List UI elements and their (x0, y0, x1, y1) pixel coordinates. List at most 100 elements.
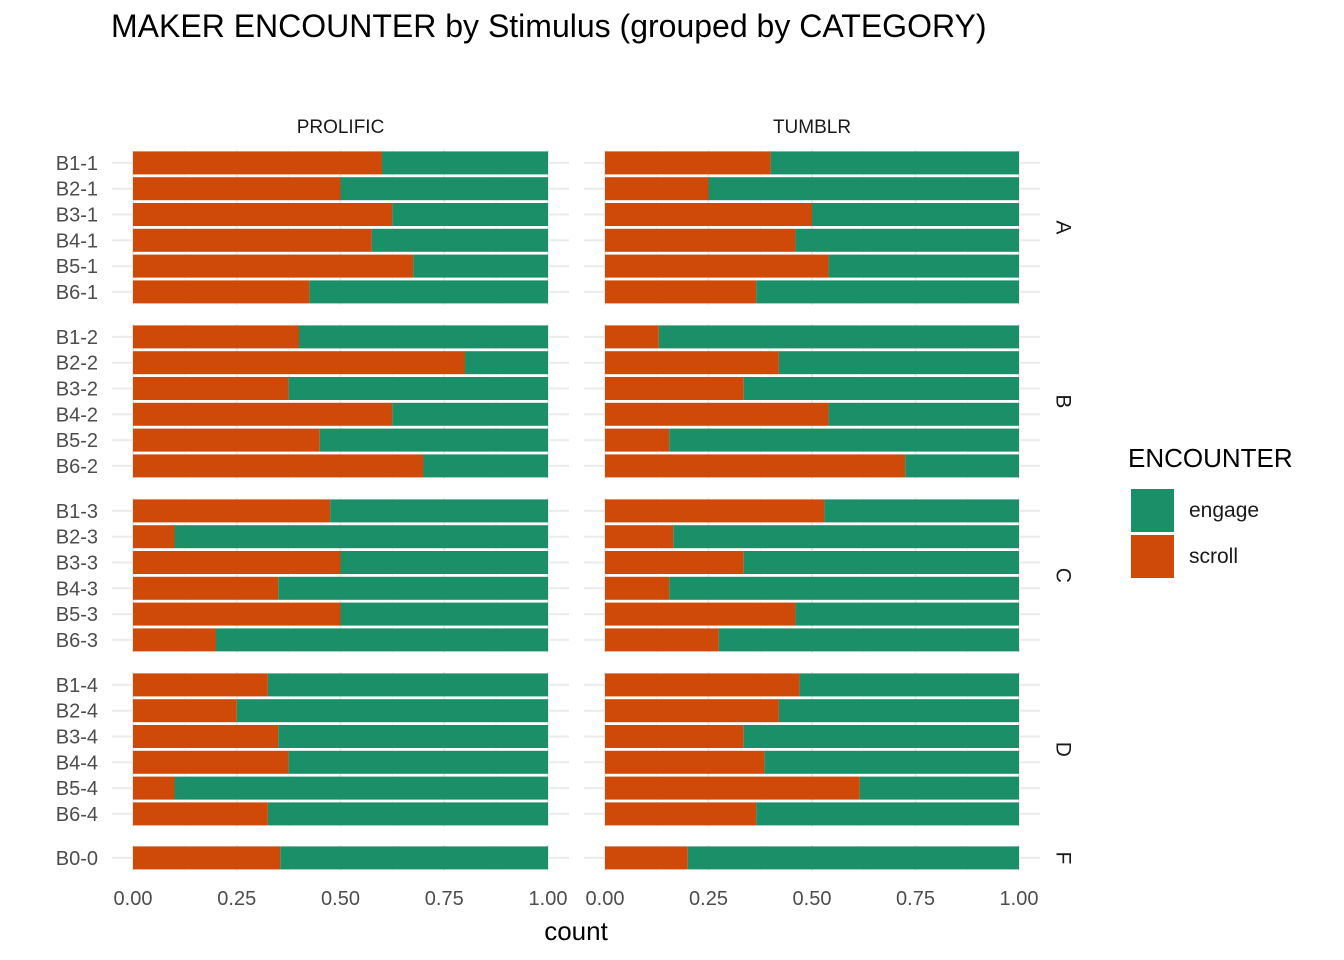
bar-scroll-prolific-b4-2 (133, 402, 393, 426)
chart-title: MAKER ENCOUNTER by Stimulus (grouped by … (111, 8, 987, 44)
category-label-b4-2: B4-2 (56, 404, 98, 426)
bar-engage-tumblr-b2-2 (778, 351, 1019, 375)
bar-scroll-prolific-b3-4 (133, 725, 279, 748)
x-tick-label: 0.50 (793, 888, 832, 910)
bar-engage-tumblr-b1-3 (824, 499, 1019, 523)
facet-label-f: F (1051, 851, 1074, 864)
bar-engage-tumblr-b6-2 (905, 454, 1019, 478)
bar-scroll-tumblr-b2-3 (605, 525, 674, 549)
bar-engage-tumblr-b1-2 (658, 325, 1019, 349)
bar-engage-prolific-b6-1 (309, 280, 548, 304)
bar-engage-tumblr-b0-0 (687, 846, 1019, 870)
bar-engage-tumblr-b4-1 (795, 228, 1019, 252)
bar-engage-prolific-b3-2 (288, 377, 548, 400)
bar-scroll-prolific-b3-3 (133, 551, 341, 574)
bar-scroll-tumblr-b4-1 (605, 228, 796, 252)
category-label-b1-4: B1-4 (56, 675, 98, 697)
legend-swatch-scroll (1131, 535, 1174, 578)
legend-swatch-engage (1131, 489, 1174, 532)
x-tick-label: 1.00 (529, 888, 568, 910)
bar-engage-prolific-b5-2 (319, 428, 548, 452)
x-tick-label: 0.75 (896, 888, 935, 910)
bar-scroll-tumblr-b2-2 (605, 351, 779, 375)
bar-scroll-tumblr-b4-3 (605, 576, 670, 600)
bar-scroll-prolific-b0-0 (133, 846, 281, 870)
legend-label-engage: engage (1189, 499, 1260, 522)
bar-engage-prolific-b4-2 (392, 402, 548, 426)
facet-label-d: D (1051, 742, 1074, 757)
bar-scroll-prolific-b2-2 (133, 351, 465, 375)
bar-scroll-tumblr-b1-4 (605, 673, 800, 697)
category-label-b3-1: B3-1 (56, 205, 98, 227)
bar-scroll-prolific-b6-1 (133, 280, 310, 304)
bar-scroll-prolific-b1-3 (133, 499, 331, 523)
bar-engage-tumblr-b6-3 (718, 628, 1019, 652)
bar-engage-tumblr-b4-3 (669, 576, 1019, 600)
bar-scroll-tumblr-b6-2 (605, 454, 906, 478)
bar-engage-tumblr-b4-2 (828, 402, 1019, 426)
bar-engage-tumblr-b5-4 (859, 776, 1019, 800)
bar-scroll-tumblr-b3-2 (605, 377, 744, 400)
bar-engage-prolific-b2-3 (174, 525, 548, 549)
bar-scroll-prolific-b5-3 (133, 602, 341, 626)
facet-label-a: A (1051, 220, 1074, 234)
x-tick-label: 0.25 (689, 888, 728, 910)
bar-scroll-tumblr-b6-4 (605, 802, 757, 826)
bar-scroll-prolific-b2-1 (133, 177, 341, 201)
bar-scroll-prolific-b6-2 (133, 454, 424, 478)
bar-engage-tumblr-b3-3 (743, 551, 1019, 574)
bar-scroll-tumblr-b2-4 (605, 699, 779, 723)
category-label-b6-4: B6-4 (56, 804, 98, 826)
legend-label-scroll: scroll (1189, 545, 1239, 568)
bar-scroll-prolific-b4-3 (133, 576, 279, 600)
bar-scroll-tumblr-b4-4 (605, 750, 765, 774)
bar-scroll-prolific-b3-2 (133, 377, 289, 400)
bar-engage-tumblr-b2-4 (778, 699, 1019, 723)
bar-scroll-tumblr-b5-1 (605, 254, 829, 278)
bar-scroll-prolific-b2-4 (133, 699, 237, 723)
facet-label-c: C (1051, 568, 1074, 583)
facet-label-prolific: PROLIFIC (297, 117, 385, 138)
x-tick-label: 0.25 (217, 888, 256, 910)
bar-scroll-tumblr-b3-3 (605, 551, 744, 574)
bar-engage-tumblr-b5-1 (828, 254, 1019, 278)
bar-engage-prolific-b2-2 (465, 351, 548, 375)
bar-scroll-prolific-b2-3 (133, 525, 175, 549)
bar-engage-prolific-b6-3 (216, 628, 548, 652)
bar-engage-tumblr-b3-2 (743, 377, 1019, 400)
bar-engage-prolific-b5-1 (413, 254, 548, 278)
category-label-b3-3: B3-3 (56, 553, 98, 575)
bar-engage-prolific-b1-2 (299, 325, 548, 349)
bar-scroll-tumblr-b1-1 (605, 151, 771, 175)
bar-engage-prolific-b3-3 (340, 551, 548, 574)
category-label-b6-1: B6-1 (56, 282, 98, 304)
bar-engage-prolific-b5-4 (174, 776, 548, 800)
bar-engage-prolific-b3-4 (278, 725, 548, 748)
category-label-b0-0: B0-0 (56, 848, 98, 870)
x-tick-label: 0.00 (114, 888, 153, 910)
category-label-b1-2: B1-2 (56, 327, 98, 349)
bar-scroll-prolific-b1-2 (133, 325, 299, 349)
category-label-b6-2: B6-2 (56, 456, 98, 478)
bar-engage-prolific-b2-1 (340, 177, 548, 201)
bar-scroll-prolific-b5-4 (133, 776, 175, 800)
category-label-b1-3: B1-3 (56, 501, 98, 523)
bar-engage-prolific-b6-4 (267, 802, 548, 826)
bar-engage-tumblr-b4-4 (764, 750, 1019, 774)
category-label-b2-4: B2-4 (56, 701, 98, 723)
category-label-b4-3: B4-3 (56, 578, 98, 600)
bar-engage-prolific-b0-0 (280, 846, 548, 870)
bar-scroll-tumblr-b0-0 (605, 846, 688, 870)
bar-engage-prolific-b3-1 (392, 203, 548, 226)
bar-scroll-tumblr-b3-1 (605, 203, 812, 226)
bar-scroll-tumblr-b3-4 (605, 725, 744, 748)
category-label-b5-1: B5-1 (56, 256, 98, 278)
facet-label-b: B (1051, 394, 1074, 408)
bar-scroll-prolific-b3-1 (133, 203, 393, 226)
bar-scroll-prolific-b5-1 (133, 254, 414, 278)
bar-scroll-prolific-b6-3 (133, 628, 216, 652)
bar-scroll-tumblr-b5-2 (605, 428, 670, 452)
bar-engage-tumblr-b3-1 (812, 203, 1019, 226)
category-label-b5-3: B5-3 (56, 604, 98, 626)
bar-engage-tumblr-b3-4 (743, 725, 1019, 748)
